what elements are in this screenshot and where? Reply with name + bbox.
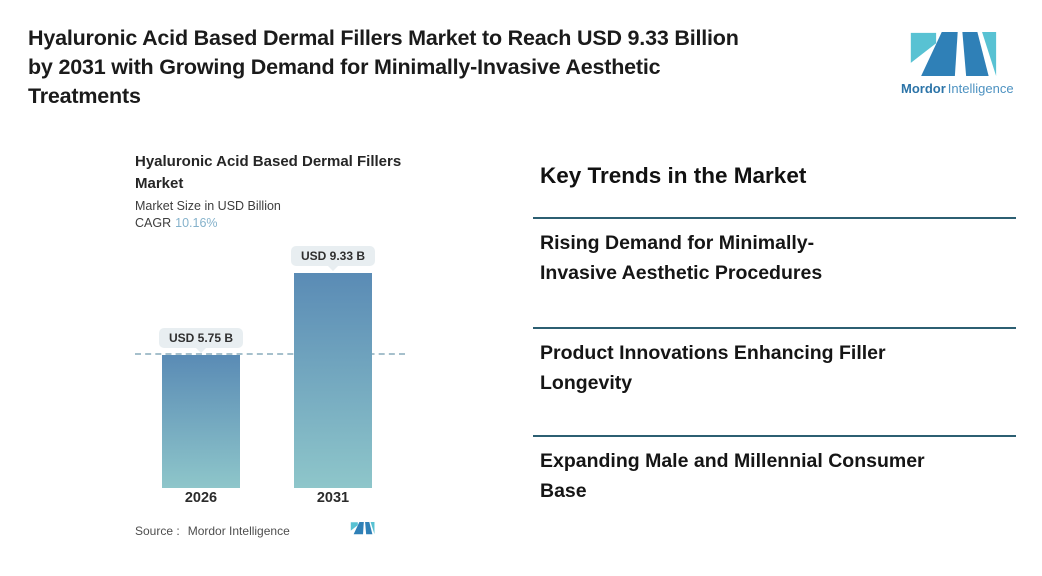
- bar: [294, 273, 372, 488]
- trend-item-3-line-2: Base: [540, 480, 587, 502]
- chart-title-line-2: Market: [135, 175, 184, 192]
- bar-group-2031: USD 9.33 B: [290, 240, 376, 488]
- cagr-value: 10.16%: [175, 216, 218, 230]
- trend-item-1-line-1: Rising Demand for Minimally-: [540, 232, 815, 254]
- reference-dashed-line: [135, 353, 405, 355]
- mordor-intelligence-logo: Mordor Intelligence: [901, 29, 1021, 96]
- trends-heading: Key Trends in the Market: [540, 163, 807, 188]
- source-label: Source :: [135, 524, 180, 538]
- x-axis-label-2031: 2031: [316, 490, 350, 506]
- page-title-line-3: Treatments: [28, 84, 141, 108]
- trend-item-2-line-2: Longevity: [540, 372, 633, 394]
- cagr-label: CAGR: [135, 216, 172, 230]
- mordor-logo-mini-icon: [350, 521, 375, 535]
- logo-text-intelligence: Intelligence: [947, 81, 1014, 96]
- bar: [162, 355, 240, 488]
- page-title-line-1: Hyaluronic Acid Based Dermal Fillers Mar…: [28, 26, 739, 50]
- trend-item-2: Product Innovations Enhancing Filler Lon…: [540, 338, 1018, 398]
- source-value: Mordor Intelligence: [187, 524, 290, 538]
- page-title: Hyaluronic Acid Based Dermal Fillers Mar…: [28, 24, 888, 111]
- logo-text-mordor: Mordor: [901, 81, 946, 96]
- trend-item-1: Rising Demand for Minimally- Invasive Ae…: [540, 228, 1018, 288]
- chart-title: Hyaluronic Acid Based Dermal Fillers Mar…: [135, 151, 401, 195]
- divider: [533, 327, 1016, 329]
- bar-group-2026: USD 5.75 B: [158, 240, 244, 488]
- divider: [533, 217, 1016, 219]
- logo-wordmark: Mordor Intelligence: [901, 81, 1021, 96]
- trend-item-2-line-1: Product Innovations Enhancing Filler: [540, 342, 886, 364]
- chart-subtitle: Market Size in USD Billion: [135, 199, 281, 213]
- x-axis-label-2026: 2026: [184, 490, 218, 506]
- chart-title-line-1: Hyaluronic Acid Based Dermal Fillers: [135, 153, 402, 170]
- mordor-logo-m-icon: [908, 29, 998, 78]
- trend-item-3: Expanding Male and Millennial Consumer B…: [540, 446, 1018, 506]
- source-note: Source : Mordor Intelligence: [135, 524, 290, 538]
- bar-chart: USD 5.75 B USD 9.33 B 2026 2031: [135, 240, 405, 506]
- divider: [533, 435, 1016, 437]
- bar-value-pill: USD 5.75 B: [158, 328, 244, 348]
- trend-item-1-line-2: Invasive Aesthetic Procedures: [540, 262, 823, 284]
- bar-value-pill: USD 9.33 B: [290, 246, 376, 266]
- page-title-line-2: by 2031 with Growing Demand for Minimall…: [28, 55, 661, 79]
- trend-item-3-line-1: Expanding Male and Millennial Consumer: [540, 450, 925, 472]
- chart-cagr: CAGR 10.16%: [135, 216, 218, 230]
